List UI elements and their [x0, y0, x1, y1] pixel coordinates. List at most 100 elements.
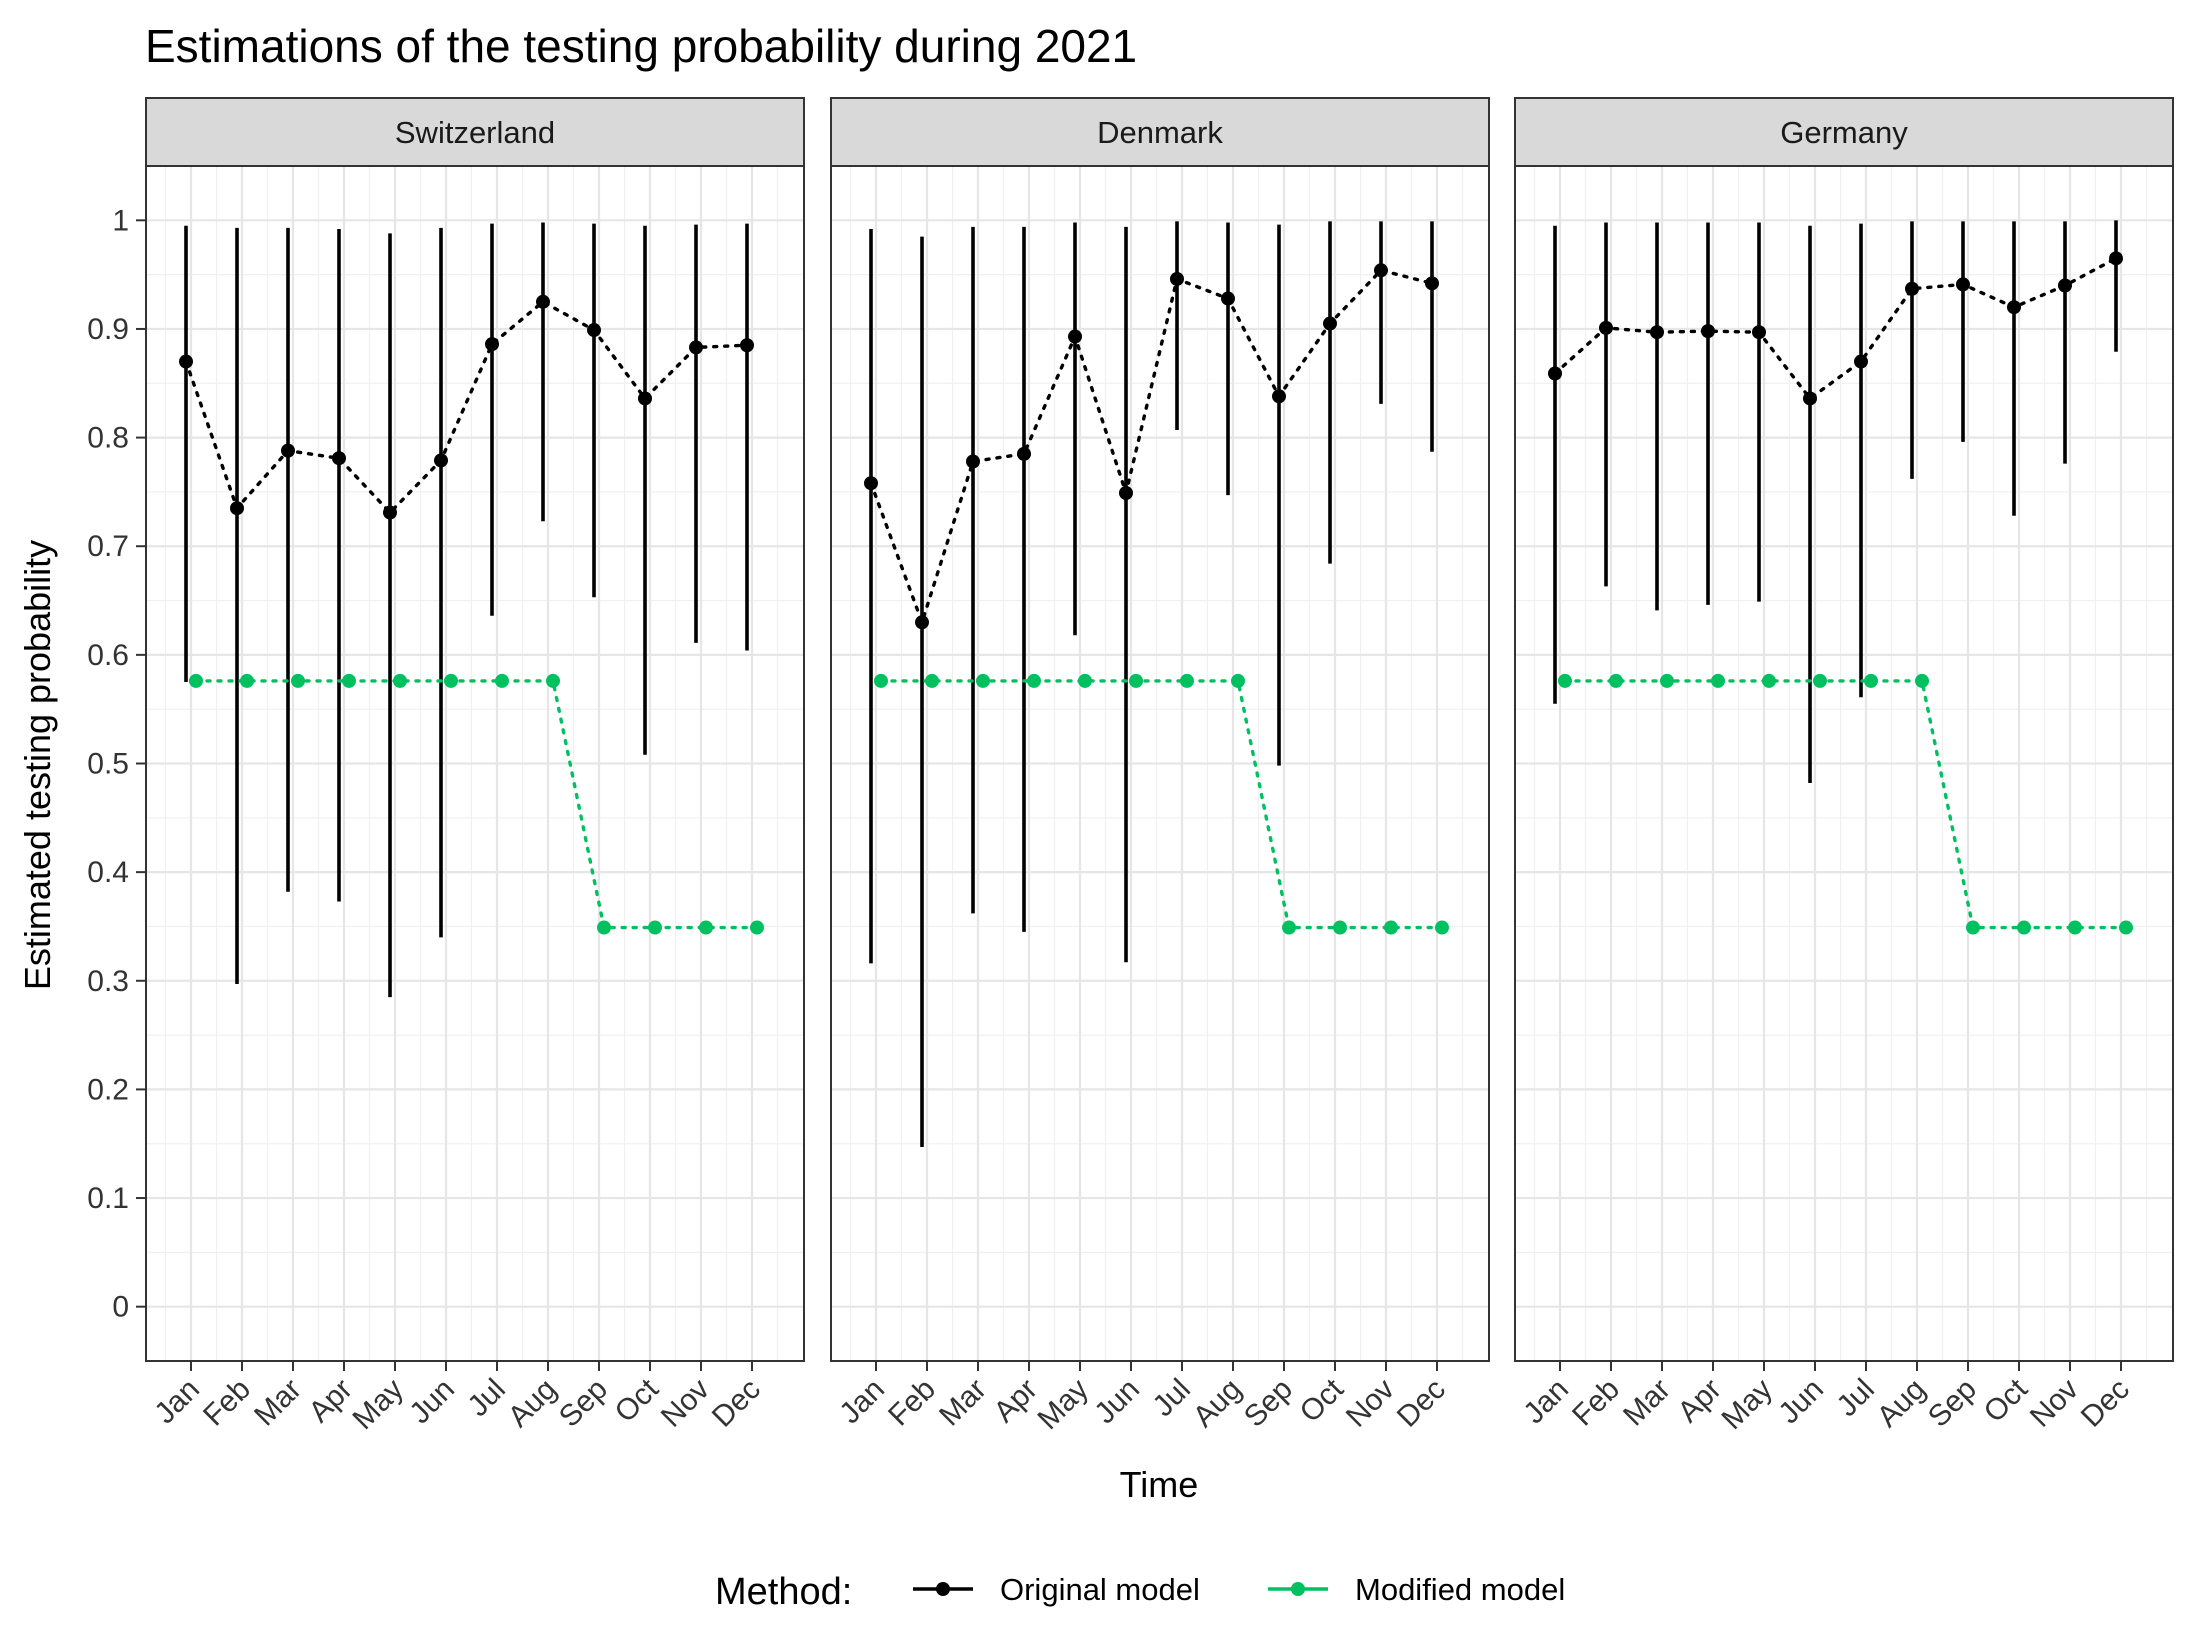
data-point	[1374, 263, 1388, 278]
x-tick-label: Sep	[1922, 1373, 1983, 1434]
data-point	[750, 920, 764, 935]
legend-key-modified	[1268, 1582, 1328, 1596]
legend-label-original: Original model	[1000, 1572, 1200, 1607]
x-tick-label: Mar	[933, 1373, 993, 1433]
x-tick-label: Dec	[2075, 1373, 2136, 1434]
x-tick-label: Aug	[1187, 1373, 1248, 1434]
data-point	[1701, 324, 1715, 339]
x-tick-label: Apr	[1672, 1373, 1728, 1429]
data-point	[2007, 300, 2021, 315]
series-modified	[189, 673, 764, 935]
data-point	[1129, 673, 1143, 688]
data-point	[546, 673, 560, 688]
panel-border	[830, 165, 1490, 1362]
x-tick-label: May	[347, 1373, 410, 1436]
data-point	[1027, 673, 1041, 688]
data-point	[2119, 920, 2133, 935]
chart-title: Estimations of the testing probability d…	[145, 20, 1137, 72]
data-point	[1813, 673, 1827, 688]
data-point	[2058, 278, 2072, 293]
gridlines	[146, 165, 804, 1361]
data-point	[1282, 920, 1296, 935]
data-point	[597, 920, 611, 935]
data-point	[230, 501, 244, 516]
y-tick-label: 0.6	[87, 639, 129, 672]
data-point	[1119, 485, 1133, 500]
data-point	[1650, 325, 1664, 340]
y-tick-label: 0.4	[87, 856, 129, 889]
series-line	[869, 268, 1434, 628]
data-point	[2068, 920, 2082, 935]
data-point	[281, 443, 295, 458]
data-point	[1854, 354, 1868, 369]
data-point	[925, 673, 939, 688]
x-tick-label: Jan	[1517, 1373, 1575, 1431]
x-tick-label: Jan	[833, 1373, 891, 1431]
data-point	[1711, 673, 1725, 688]
series-original	[864, 221, 1439, 1147]
data-point	[587, 323, 601, 338]
x-axis-title: Time	[1120, 1464, 1199, 1505]
data-point	[874, 673, 888, 688]
data-point	[1548, 366, 1562, 381]
data-point	[536, 294, 550, 309]
data-point	[444, 673, 458, 688]
data-point	[1803, 391, 1817, 406]
data-point	[648, 920, 662, 935]
x-tick-label: Apr	[988, 1373, 1044, 1429]
legend-title: Method:	[715, 1571, 852, 1613]
series-original	[1548, 220, 2123, 784]
data-point	[1966, 920, 1980, 935]
x-tick-label: Oct	[609, 1372, 666, 1429]
legend-key-point	[1291, 1582, 1305, 1596]
x-tick-label: Aug	[502, 1373, 563, 1434]
legend-key-point	[936, 1582, 950, 1596]
y-tick-label: 0.1	[87, 1182, 129, 1215]
facet-strip	[1514, 97, 2174, 167]
data-point	[1017, 446, 1031, 461]
x-tick-label: Jul	[1830, 1373, 1880, 1423]
data-point	[1384, 920, 1398, 935]
y-tick-label: 0.9	[87, 313, 129, 346]
data-point	[240, 673, 254, 688]
data-point	[291, 673, 305, 688]
x-tick-label: Jul	[461, 1373, 511, 1423]
data-point	[1231, 673, 1245, 688]
facet-strip	[145, 97, 805, 167]
x-tick-label: May	[1032, 1373, 1095, 1436]
data-point	[1180, 673, 1194, 688]
data-point	[2017, 920, 2031, 935]
series-line	[1553, 256, 2118, 401]
x-tick-label: Jul	[1146, 1373, 1196, 1423]
data-point	[915, 615, 929, 630]
x-tick-label: Sep	[1238, 1373, 1299, 1434]
data-point	[342, 673, 356, 688]
data-point	[1425, 276, 1439, 291]
data-point	[699, 920, 713, 935]
data-point	[332, 451, 346, 466]
data-point	[1660, 673, 1674, 688]
data-point	[1905, 281, 1919, 296]
legend: Method: Original model Modified model	[715, 1571, 1565, 1613]
x-tick-label: Nov	[2024, 1373, 2085, 1434]
x-tick-label: Jun	[1772, 1373, 1830, 1431]
x-tick-label: Oct	[1978, 1372, 2035, 1429]
data-point	[1599, 320, 1613, 335]
y-tick-label: 0	[112, 1291, 129, 1324]
data-point	[1609, 673, 1623, 688]
data-point	[179, 354, 193, 369]
x-tick-label: Feb	[1566, 1373, 1626, 1433]
x-tick-label: Aug	[1871, 1373, 1932, 1434]
x-tick-label: Dec	[706, 1373, 767, 1434]
series-modified	[1558, 673, 2133, 935]
data-point	[1956, 277, 1970, 292]
x-tick-label: Nov	[1340, 1373, 1401, 1434]
facet-strip	[830, 97, 1490, 167]
x-tick-label: Mar	[248, 1373, 308, 1433]
x-tick-label: Feb	[197, 1373, 257, 1433]
data-point	[1915, 673, 1929, 688]
facet-label: Germany	[1780, 115, 1908, 150]
